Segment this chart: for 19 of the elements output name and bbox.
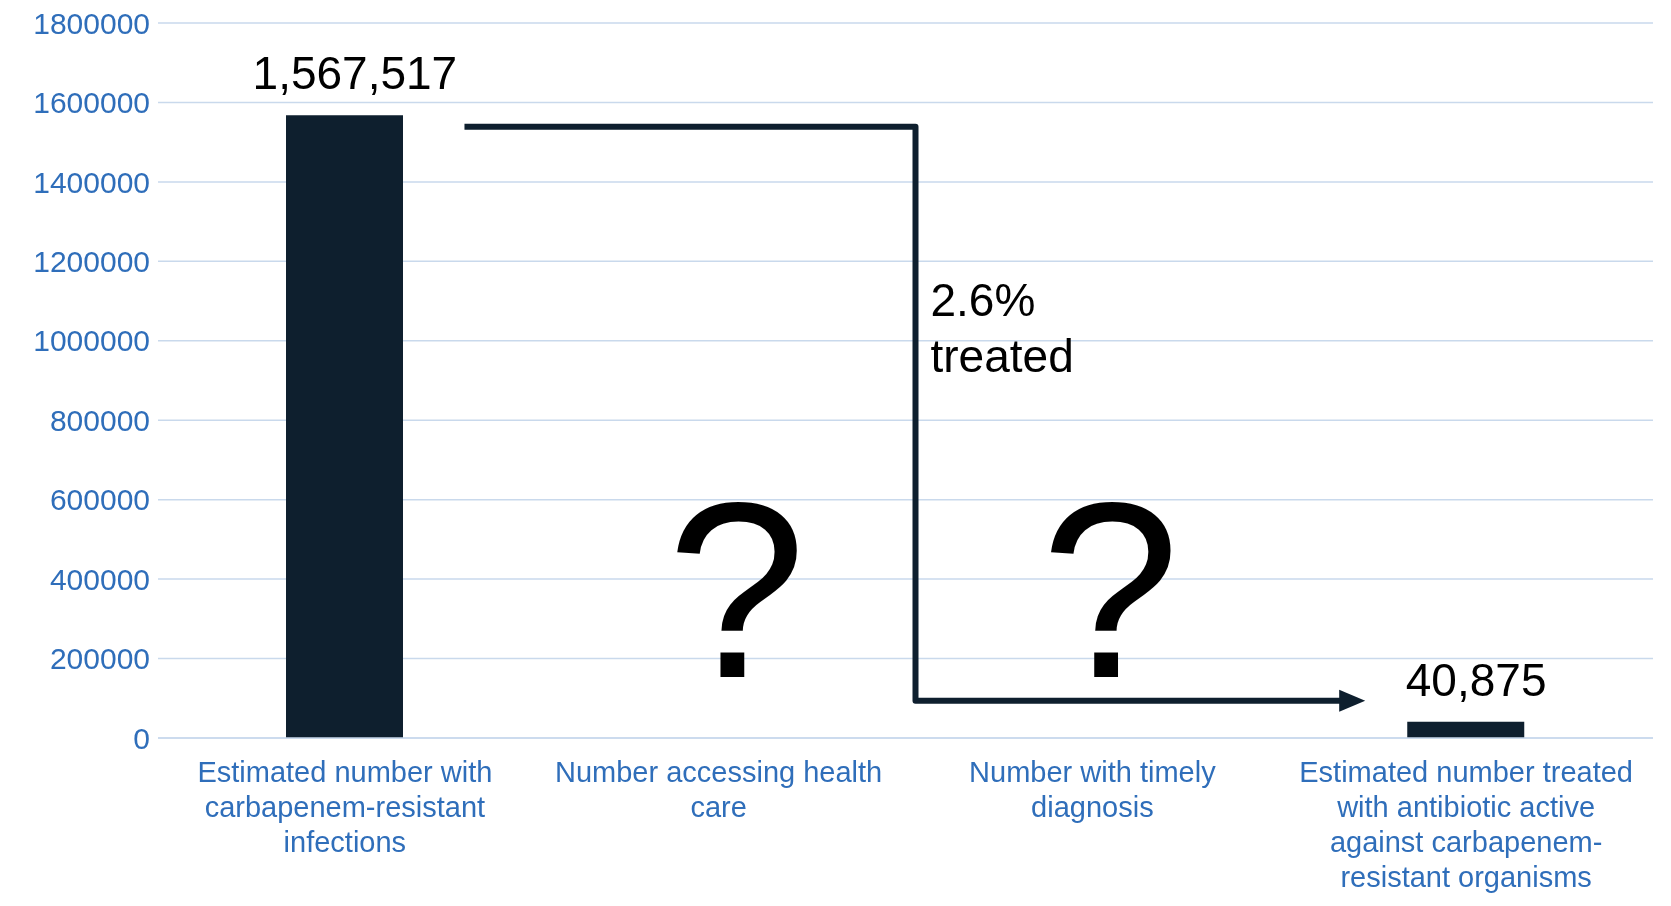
y-tick-label: 1200000 — [33, 244, 150, 278]
y-tick-label: 1000000 — [33, 324, 150, 358]
y-tick-label: 1400000 — [33, 165, 150, 199]
x-tick-label: Estimated number with carbapenem-resistant infections — [197, 756, 493, 858]
x-tick-label: Number with timely diagnosis — [969, 756, 1217, 823]
annotation: ? — [1040, 451, 1180, 731]
y-tick-label: 1600000 — [33, 86, 150, 120]
x-tick-label: Number accessing health care — [555, 756, 883, 823]
y-tick-label: 0 — [133, 721, 150, 755]
data-label: 1,567,517 — [252, 47, 458, 100]
annotation: ? — [667, 451, 807, 731]
y-tick-label: 800000 — [49, 403, 150, 437]
y-tick-label: 600000 — [49, 483, 150, 517]
y-tick-label: 1800000 — [33, 6, 150, 40]
y-tick-label: 200000 — [49, 642, 150, 676]
annotation: 2.6% treated — [930, 274, 1074, 383]
y-tick-label: 400000 — [49, 562, 150, 596]
x-tick-label: Estimated number treated with antibiotic active against carbapenem-resistant organisms — [1299, 756, 1633, 893]
data-label: 40,875 — [1405, 653, 1547, 706]
